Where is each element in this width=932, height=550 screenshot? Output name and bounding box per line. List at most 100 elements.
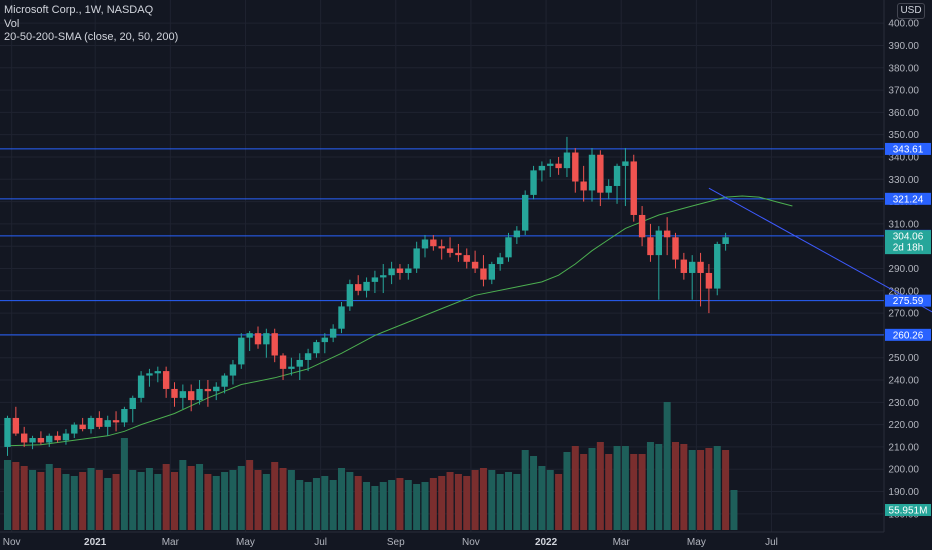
- candle-body: [46, 435, 53, 443]
- candle-body: [722, 237, 729, 244]
- volume-bar: [697, 450, 705, 530]
- x-tick-label: May: [236, 537, 255, 548]
- candle-body: [346, 284, 354, 307]
- price-label-text: 343.61: [893, 144, 924, 155]
- volume-bar: [104, 478, 112, 530]
- candle-body: [279, 355, 287, 369]
- candle-body: [471, 261, 479, 269]
- volume-bar: [513, 474, 521, 530]
- candle-body: [496, 257, 504, 265]
- volume-bar: [521, 450, 529, 530]
- volume-bar: [680, 444, 688, 530]
- volume-bar: [421, 482, 429, 530]
- x-tick-label: Jul: [765, 537, 778, 548]
- price-label-text: 304.06: [893, 232, 924, 243]
- candle-body: [129, 397, 136, 410]
- y-tick-label: 330.00: [888, 175, 919, 186]
- volume-bar: [479, 468, 487, 530]
- volume-bar: [179, 460, 187, 530]
- candle-body: [705, 272, 713, 289]
- volume-bar: [413, 484, 421, 530]
- volume-bar: [212, 476, 220, 530]
- volume-bar: [471, 470, 479, 530]
- candle-body: [12, 417, 20, 434]
- candle-body: [71, 424, 78, 434]
- candle-body: [54, 435, 61, 441]
- candle-body: [613, 165, 621, 186]
- volume-bar: [187, 466, 195, 530]
- volume-bar: [162, 464, 170, 530]
- volume-bar: [279, 468, 287, 530]
- volume-bar: [713, 446, 721, 530]
- volume-bar: [730, 490, 738, 530]
- y-tick-label: 280.00: [888, 286, 919, 297]
- volume-bar: [596, 442, 604, 530]
- candle-body: [413, 248, 420, 269]
- volume-bar: [388, 480, 396, 530]
- y-tick-label: 230.00: [888, 398, 919, 409]
- volume-bar: [137, 472, 145, 530]
- volume-bar: [563, 452, 571, 530]
- candle-body: [522, 194, 529, 231]
- volume-bar: [120, 438, 128, 530]
- candle-body: [363, 281, 370, 291]
- volume-bar: [204, 474, 212, 530]
- volume-indicator-label: Vol: [4, 17, 20, 30]
- y-tick-label: 350.00: [888, 130, 919, 141]
- countdown-label: 2d 18h: [893, 243, 924, 254]
- y-tick-label: 220.00: [888, 420, 919, 431]
- candle-body: [221, 375, 228, 387]
- candle-body: [338, 306, 345, 329]
- volume-bar: [446, 472, 454, 530]
- x-tick-label: May: [687, 537, 706, 548]
- volume-bar: [588, 448, 596, 530]
- candle-body: [355, 284, 362, 291]
- volume-bar: [54, 468, 62, 530]
- x-tick-label: Mar: [613, 537, 631, 548]
- volume-bar: [538, 466, 546, 530]
- y-tick-label: 310.00: [888, 219, 919, 230]
- volume-bar: [262, 474, 270, 530]
- volume-bar: [12, 462, 20, 530]
- candle-body: [137, 375, 145, 398]
- price-label-text: 321.24: [893, 194, 924, 205]
- volume-bar: [112, 474, 120, 530]
- price-label-box: [885, 328, 931, 341]
- volume-value-box: [885, 504, 931, 516]
- x-tick-label: 2022: [535, 537, 558, 548]
- x-tick-label: Nov: [462, 537, 480, 548]
- y-tick-label: 290.00: [888, 264, 919, 275]
- candle-body: [154, 371, 161, 374]
- symbol-title: Microsoft Corp., 1W, NASDAQ: [4, 4, 154, 16]
- x-tick-label: Sep: [387, 537, 405, 548]
- candle-body: [588, 154, 596, 191]
- candle-body: [505, 237, 512, 258]
- candle-body: [605, 185, 612, 193]
- y-tick-label: 400.00: [888, 19, 919, 30]
- volume-bar: [321, 476, 329, 530]
- volume-bar: [95, 470, 103, 530]
- candle-body: [714, 243, 721, 289]
- candle-body: [663, 230, 671, 238]
- price-label-box: [885, 230, 931, 255]
- y-tick-label: 390.00: [888, 41, 919, 52]
- currency-button[interactable]: USD: [897, 3, 925, 19]
- volume-bar: [4, 460, 11, 530]
- volume-bar: [371, 486, 379, 530]
- candle-body: [112, 420, 120, 423]
- candle-body: [4, 417, 11, 447]
- candle-body: [104, 420, 111, 427]
- volume-bar: [404, 480, 412, 530]
- candle-body: [638, 214, 646, 238]
- volume-bar: [45, 464, 53, 530]
- candle-body: [689, 261, 696, 273]
- candle-body: [580, 181, 587, 191]
- candle-body: [630, 161, 637, 215]
- volume-bar: [655, 444, 663, 530]
- volume-bar: [429, 478, 437, 530]
- volume-bar: [613, 446, 621, 530]
- volume-bar: [396, 478, 404, 530]
- volume-bar: [29, 470, 37, 530]
- y-tick-label: 250.00: [888, 353, 919, 364]
